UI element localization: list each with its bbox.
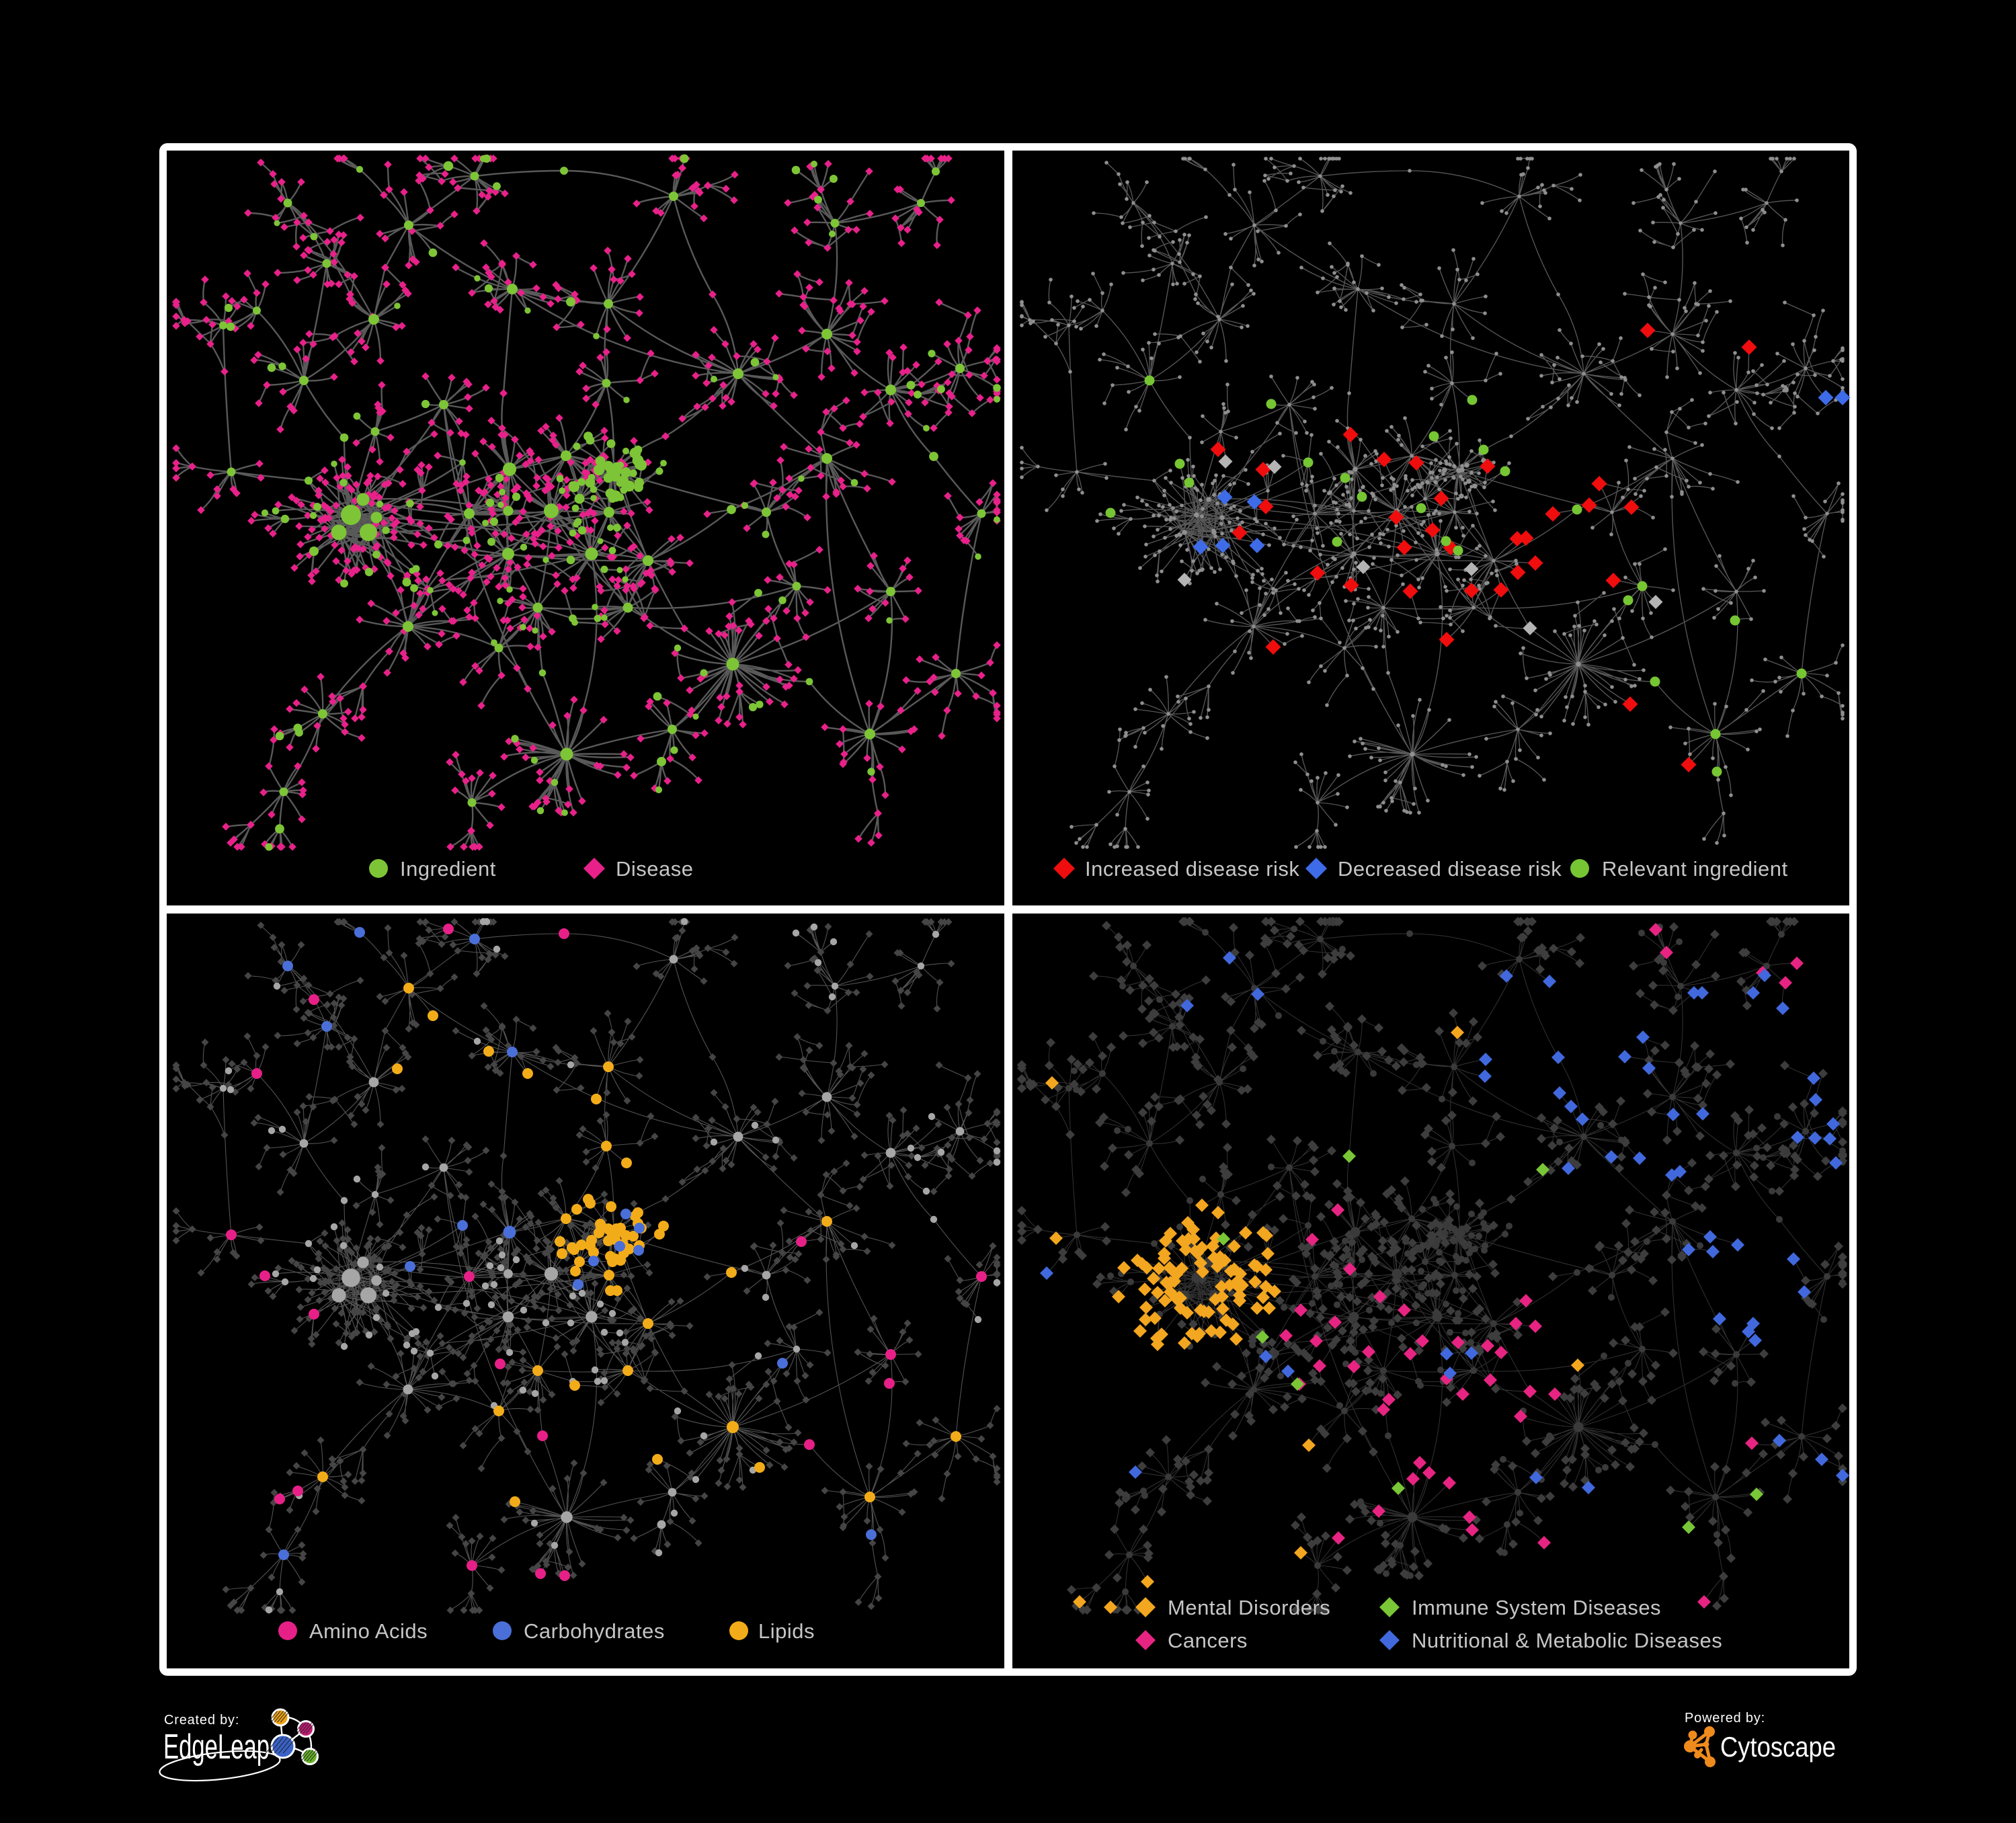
svg-text:Amino Acids: Amino Acids	[309, 1619, 428, 1643]
svg-text:Relevant ingredient: Relevant ingredient	[1602, 857, 1788, 881]
svg-text:Decreased disease risk: Decreased disease risk	[1338, 857, 1562, 881]
svg-text:Created by:: Created by:	[164, 1713, 239, 1728]
svg-text:Disease: Disease	[616, 857, 694, 881]
svg-text:EdgeLeap: EdgeLeap	[163, 1728, 270, 1767]
svg-text:Cytoscape: Cytoscape	[1720, 1731, 1836, 1763]
svg-text:Powered by:: Powered by:	[1685, 1711, 1765, 1726]
svg-text:Increased disease risk: Increased disease risk	[1085, 857, 1299, 881]
svg-text:Carbohydrates: Carbohydrates	[524, 1619, 665, 1643]
svg-text:Cancers: Cancers	[1168, 1629, 1248, 1652]
svg-text:Lipids: Lipids	[758, 1619, 815, 1643]
svg-text:Immune System Diseases: Immune System Diseases	[1412, 1596, 1661, 1619]
svg-text:Nutritional & Metabolic Diseas: Nutritional & Metabolic Diseases	[1412, 1629, 1722, 1652]
svg-text:Ingredient: Ingredient	[400, 857, 496, 881]
svg-text:Mental Disorders: Mental Disorders	[1168, 1596, 1330, 1619]
